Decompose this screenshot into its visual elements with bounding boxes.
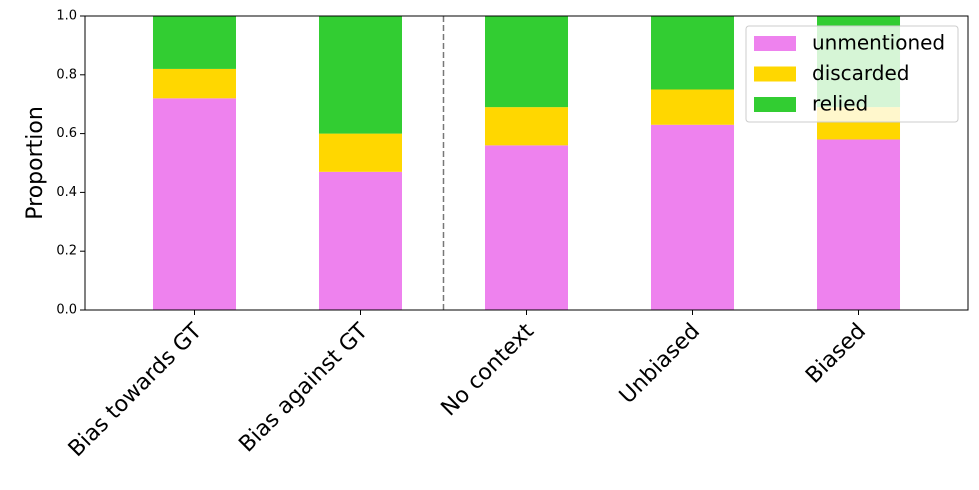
bar-segment <box>817 139 901 310</box>
y-tick-label: 0.4 <box>56 185 77 200</box>
y-tick-label: 0.8 <box>56 67 77 82</box>
bar-segment <box>651 124 735 310</box>
y-tick-label: 0.6 <box>56 126 77 141</box>
bar-segment <box>318 171 402 310</box>
plot-frame <box>84 15 969 311</box>
legend-swatch <box>754 66 796 82</box>
bar-segment <box>152 16 236 69</box>
legend-swatch <box>754 97 796 112</box>
legend-label: unmentioned <box>812 31 945 55</box>
y-tick-label: 0.0 <box>56 303 77 318</box>
legend-swatch <box>754 36 796 51</box>
bar-segment <box>484 16 569 108</box>
legend-label: discarded <box>812 61 910 85</box>
y-axis-label: Proportion <box>23 106 48 220</box>
bar-segment <box>152 98 236 310</box>
bar-segment <box>484 145 569 310</box>
x-tick-label: Bias towards GT <box>64 318 208 462</box>
bar-segment <box>484 107 569 146</box>
y-tick-label: 1.0 <box>56 9 77 24</box>
legend-box <box>745 25 959 123</box>
bar-segment <box>651 16 735 90</box>
bar-segment <box>318 133 402 172</box>
y-tick-label: 0.2 <box>56 244 77 259</box>
bar-segment <box>318 16 402 134</box>
legend-label: relied <box>812 92 868 116</box>
x-tick-label: Biased <box>801 319 871 389</box>
bar-segment <box>152 68 236 99</box>
x-tick-label: Unbiased <box>615 319 705 409</box>
x-tick-label: No context <box>437 319 540 422</box>
legend: unmentioned discarded relied <box>745 25 959 123</box>
bar-segment <box>651 89 735 125</box>
x-tick-label: Bias against GT <box>234 318 373 457</box>
